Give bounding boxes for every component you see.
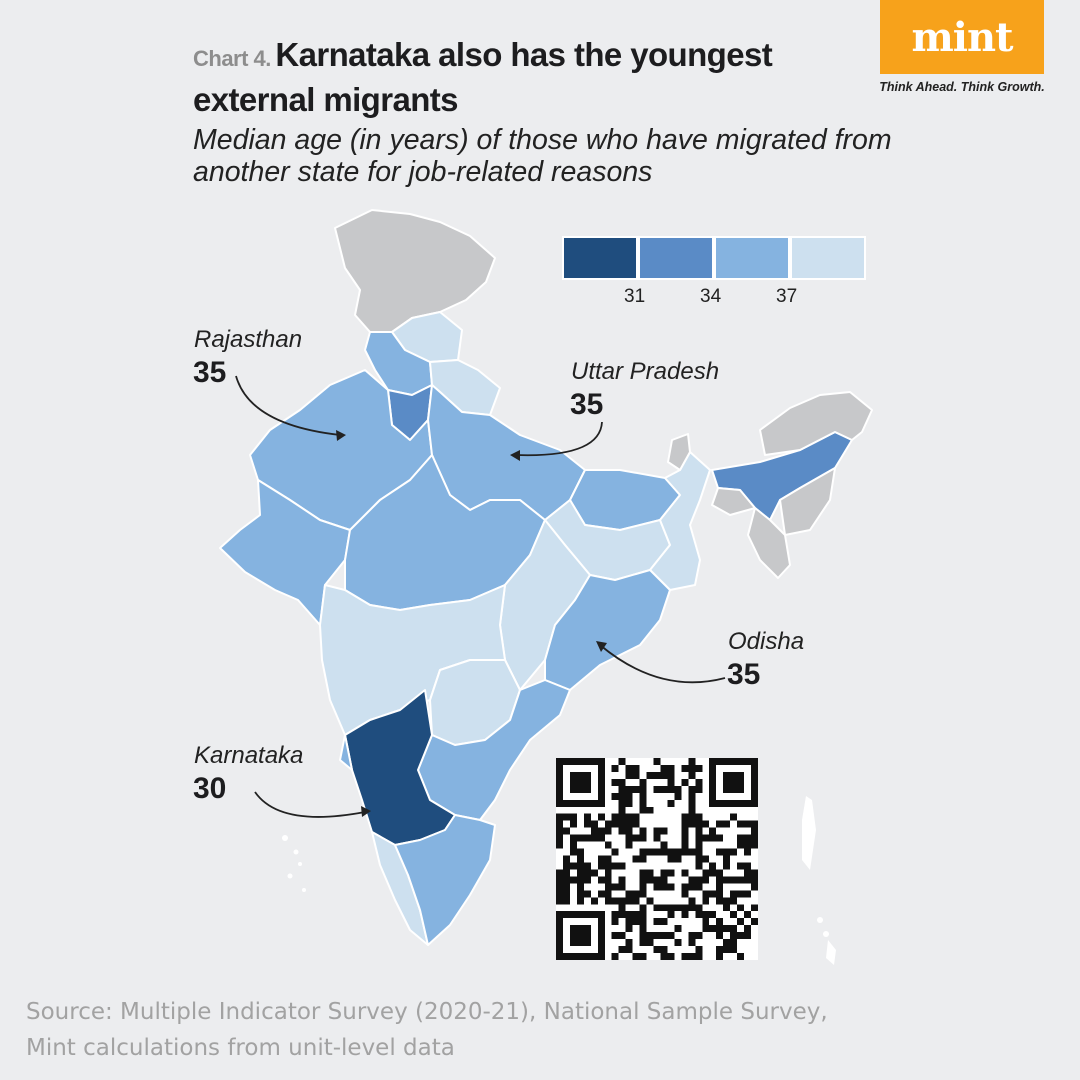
legend-tick-34: 34 <box>700 286 722 307</box>
state-gujarat <box>219 479 351 626</box>
arrow-rajasthan <box>235 375 341 436</box>
legend-tick-37: 37 <box>776 286 798 307</box>
state-jammu-kashmir <box>334 209 496 333</box>
chart-label: Chart 4. <box>193 46 271 71</box>
callout-uttar-pradesh-name: Uttar Pradesh <box>571 358 720 385</box>
state-nagaland-manipur <box>779 467 836 536</box>
state-sikkim <box>667 433 691 471</box>
qr-modules <box>556 758 758 960</box>
callout-arrowheads <box>336 430 607 817</box>
state-west-bengal <box>649 451 711 591</box>
state-goa <box>339 734 353 771</box>
source-line-1: Source: Multiple Indicator Survey (2020-… <box>26 999 828 1025</box>
state-arunachal-pradesh <box>759 391 873 456</box>
legend-swatch-1 <box>562 236 638 280</box>
state-tamil-nadu <box>394 814 496 946</box>
legend-swatch-2 <box>638 236 714 280</box>
arrow-uttar-pradesh <box>514 421 603 457</box>
arrow-karnataka <box>254 791 366 818</box>
chart-headline: Karnataka also has the youngest external… <box>193 36 773 118</box>
brand-tagline: Think Ahead. Think Growth. <box>879 80 1045 94</box>
andaman-nicobar-islands <box>802 796 836 965</box>
callout-arrows <box>235 375 726 818</box>
state-tripura-mizoram <box>747 507 791 579</box>
chart-subtitle: Median age (in years) of those who have … <box>193 124 892 188</box>
callout-uttar-pradesh-value: 35 <box>570 388 604 421</box>
callout-karnataka-name: Karnataka <box>194 742 304 769</box>
callout-rajasthan-name: Rajasthan <box>194 326 303 353</box>
state-odisha <box>544 569 671 691</box>
callout-odisha-name: Odisha <box>728 628 805 655</box>
mint-logo: mint <box>880 0 1044 74</box>
callout-odisha-value: 35 <box>727 658 761 691</box>
lakshadweep-islands <box>282 835 306 892</box>
chart-title: Chart 4. Karnataka also has the youngest… <box>193 36 853 126</box>
legend-tick-31: 31 <box>624 286 646 307</box>
source-note: Source: Multiple Indicator Survey (2020-… <box>26 994 1026 1066</box>
callout-rajasthan-value: 35 <box>193 356 227 389</box>
source-line-2: Mint calculations from unit-level data <box>26 1035 455 1061</box>
arrow-odisha <box>599 644 726 684</box>
legend-swatch-4 <box>790 236 866 280</box>
callout-karnataka-value: 30 <box>193 772 227 805</box>
state-meghalaya <box>711 487 756 516</box>
qr-code[interactable] <box>556 758 758 960</box>
legend-swatch-3 <box>714 236 790 280</box>
